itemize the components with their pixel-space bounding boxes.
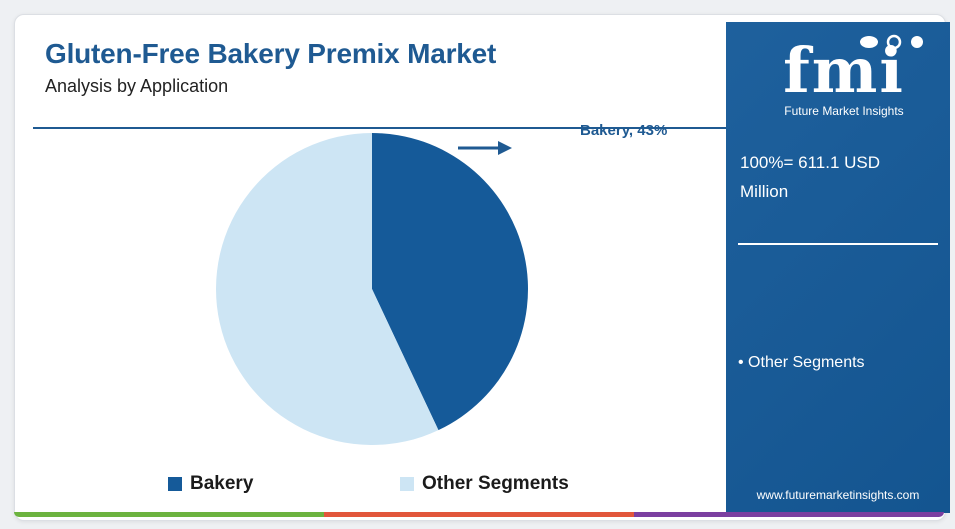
legend-item-bakery: Bakery — [168, 473, 253, 495]
legend-swatch-other-segments — [400, 477, 414, 491]
chart-title: Gluten-Free Bakery Premix Market — [45, 38, 497, 69]
footer-segment-orange — [324, 512, 634, 517]
footer-segment-purple — [634, 512, 944, 517]
slice-callout-label: Bakery, 43% — [580, 122, 667, 139]
legend-label-other-segments: Other Segments — [422, 473, 569, 494]
legend-item-other-segments: Other Segments — [400, 473, 569, 495]
market-total: 100%= 611.1 USD Million — [740, 148, 930, 206]
footer-segment-green — [14, 512, 324, 517]
pie-slices-group — [216, 133, 528, 445]
header-divider — [33, 127, 737, 129]
website-link[interactable]: www.futuremarketinsights.com — [756, 488, 920, 502]
footer-color-bar — [14, 512, 944, 517]
fmi-logo: fmi Future Market Insights — [759, 32, 929, 120]
pie-chart: Bakery, 43% — [216, 122, 667, 445]
pie-slice-bakery — [372, 133, 528, 431]
market-total-line1: 100%= 611.1 USD — [740, 153, 881, 172]
legend-label-bakery: Bakery — [190, 473, 254, 494]
logo-tagline: Future Market Insights — [784, 104, 904, 118]
pie-slice-other-segments — [216, 133, 439, 445]
sidebar-divider — [738, 243, 938, 245]
callout-arrow — [458, 141, 512, 155]
logo-food-icons — [860, 34, 923, 50]
info-sidebar: fmi Future Market Insights 100%= 611.1 U… — [726, 22, 950, 513]
sidebar-texture — [726, 22, 950, 513]
sidebar-bullet-other-segments: • Other Segments — [738, 354, 865, 371]
logo-wordmark: fmi — [783, 34, 905, 107]
legend-swatch-bakery — [168, 477, 182, 491]
chart-subtitle: Analysis by Application — [45, 76, 229, 96]
market-total-line2: Million — [740, 182, 789, 201]
